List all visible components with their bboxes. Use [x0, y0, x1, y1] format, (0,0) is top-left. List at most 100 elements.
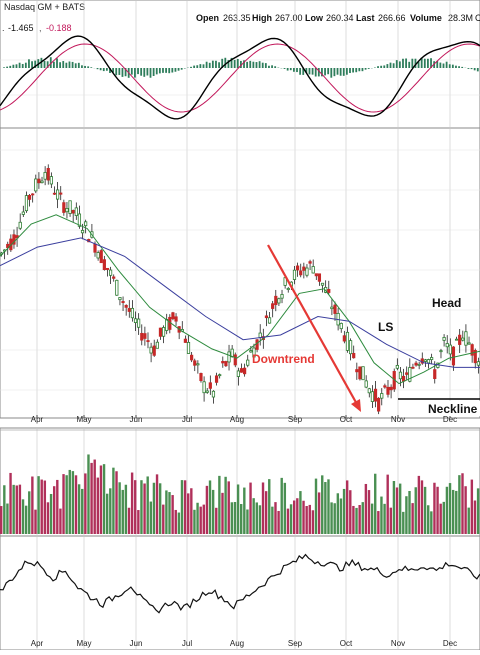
macd-hist-bar [72, 62, 74, 68]
volume-bar [122, 490, 124, 534]
volume-bar [302, 501, 304, 534]
volume-bar [97, 478, 99, 534]
candle-body [156, 342, 158, 348]
volume-bar [352, 506, 354, 534]
macd-hist-bar [131, 68, 133, 75]
macd-hist-bar [234, 60, 236, 68]
macd-signal-value: -0.188 [46, 23, 72, 33]
volume-bar [12, 485, 14, 534]
candle-body [415, 363, 417, 365]
macd-hist-bar [69, 61, 71, 68]
low-value: 260.34 [326, 13, 354, 23]
macd-hist-bar [81, 65, 83, 68]
candle-body [184, 339, 186, 342]
macd-hist-bar [293, 68, 295, 72]
volume-bar [44, 481, 46, 534]
volume-bar [53, 486, 55, 534]
macd-hist-bar [386, 64, 388, 68]
candle-body [281, 294, 283, 298]
macd-hist-bar [62, 61, 64, 68]
volume-bar [234, 502, 236, 534]
x-tick-label: Apr [31, 639, 44, 648]
volume-bar [19, 485, 21, 534]
volume-bar [349, 490, 351, 534]
macd-hist-bar [346, 68, 348, 75]
macd-hist-bar [296, 68, 298, 72]
candle-body [259, 333, 261, 337]
macd-hist-bar [44, 61, 46, 68]
candle-body [452, 347, 454, 365]
volume-bar [100, 466, 102, 534]
volume-bar [209, 480, 211, 534]
volume-bar [287, 509, 289, 534]
macd-hist-bar [290, 68, 292, 70]
candle-body [94, 244, 96, 252]
head-label: Head [432, 296, 461, 310]
candle-body [371, 392, 373, 402]
candle-body [318, 274, 320, 281]
high-value: 267.00 [275, 13, 303, 23]
volume-bar [334, 503, 336, 534]
volume-bar [221, 493, 223, 534]
macd-hist-bar [358, 68, 360, 71]
volume-bar [94, 460, 96, 534]
macd-hist-bar [159, 68, 161, 73]
macd-hist-bar [103, 68, 105, 71]
candle-body [97, 253, 99, 258]
x-tick-label: Dec [443, 639, 457, 648]
macd-hist-bar [199, 64, 201, 68]
candle-body [125, 305, 127, 307]
macd-hist-bar [56, 58, 58, 68]
macd-hist-bar [168, 68, 170, 73]
macd-hist-bar [181, 68, 183, 70]
candle-body [240, 369, 242, 373]
candle-body [368, 389, 370, 393]
volume-bar [396, 487, 398, 534]
candle-body [50, 177, 52, 184]
volume-bar [327, 479, 329, 534]
volume-bar [187, 493, 189, 534]
candle-body [449, 345, 451, 354]
oscillator-panel-frame [0, 536, 480, 650]
volume-bar [430, 511, 432, 534]
candle-body [63, 203, 65, 213]
candle-body [306, 268, 308, 275]
volume-bar [131, 473, 133, 534]
macd-hist-bar [343, 68, 345, 76]
candle-body [377, 398, 379, 411]
candle-body [443, 337, 445, 340]
candle-body [390, 387, 392, 390]
macd-hist-bar [31, 61, 33, 68]
candle-body [349, 341, 351, 354]
volume-bar [137, 510, 139, 534]
volume-bar [78, 484, 80, 534]
macd-hist-bar [393, 63, 395, 68]
candle-body [293, 270, 295, 279]
x-tick-label: Oct [340, 639, 353, 648]
volume-bar [109, 488, 111, 534]
candle-body [141, 333, 143, 340]
macd-hist-bar [28, 59, 30, 68]
volume-bar [81, 489, 83, 534]
volume-bar [184, 480, 186, 534]
candle-body [465, 332, 467, 345]
volume-bar [377, 511, 379, 534]
candle-body [128, 308, 130, 311]
volume-trailing: C [475, 13, 480, 23]
candle-body [315, 274, 317, 276]
volume-bar [25, 506, 27, 534]
candle-body [25, 196, 27, 211]
candle-body [477, 362, 479, 366]
macd-hist-bar [349, 68, 351, 73]
candle-body [19, 222, 21, 228]
macd-hist-bar [252, 62, 254, 68]
macd-hist-bar [196, 65, 198, 68]
volume-bar [386, 475, 388, 534]
candle-body [381, 393, 383, 398]
volume-bar [128, 508, 130, 534]
volume-bar [193, 510, 195, 534]
candle-body [172, 313, 174, 319]
volume-bar [259, 505, 261, 534]
candle-body [300, 271, 302, 275]
